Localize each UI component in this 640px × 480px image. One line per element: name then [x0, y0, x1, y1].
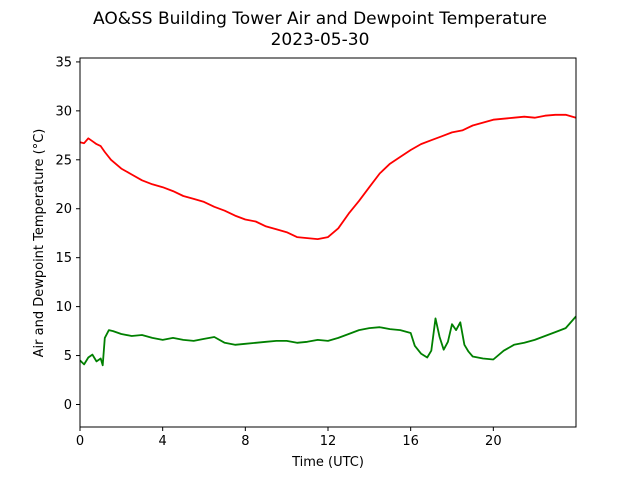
y-tick-label: 5	[64, 349, 72, 364]
y-axis-label: Air and Dewpoint Temperature (°C)	[32, 129, 47, 358]
x-axis-label: Time (UTC)	[291, 455, 364, 470]
x-tick-label: 0	[76, 434, 84, 449]
plot-series	[79, 113, 577, 367]
series-line-1	[79, 113, 577, 241]
y-axis-ticks: 0 5 10 15 20 25 30 35	[55, 55, 80, 413]
x-tick-label: 12	[320, 434, 337, 449]
x-tick-label: 4	[159, 434, 167, 449]
y-tick-label: 10	[55, 300, 72, 315]
x-tick-label: 20	[485, 434, 502, 449]
y-tick-label: 20	[55, 202, 72, 217]
chart-subtitle: 2023-05-30	[271, 30, 370, 50]
y-tick-label: 35	[55, 55, 72, 70]
plot-frame	[79, 57, 577, 428]
x-axis-ticks: 0 4 8 12 16 20	[76, 427, 502, 449]
x-tick-label: 16	[402, 434, 419, 449]
chart-title: AO&SS Building Tower Air and Dewpoint Te…	[93, 9, 547, 29]
y-tick-label: 0	[64, 398, 72, 413]
y-tick-label: 15	[55, 251, 72, 266]
y-tick-label: 30	[55, 104, 72, 119]
y-tick-label: 25	[55, 153, 72, 168]
x-tick-label: 8	[241, 434, 249, 449]
series-line-2	[79, 315, 577, 367]
